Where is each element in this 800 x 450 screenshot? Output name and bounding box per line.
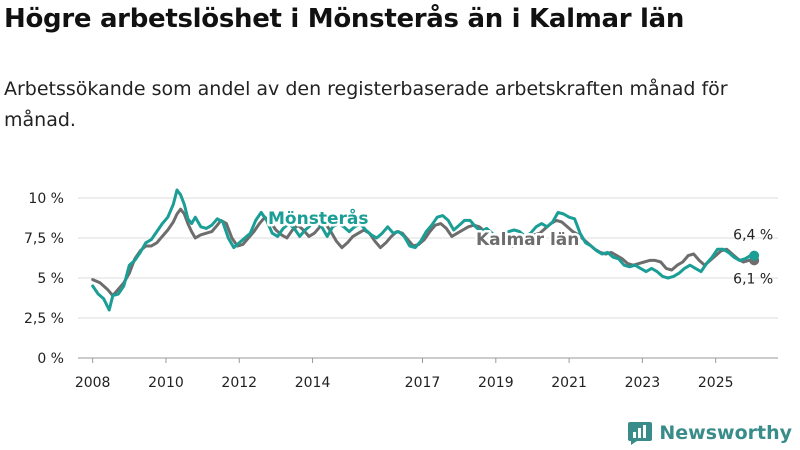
series-label-kalmar-lan: Kalmar län bbox=[476, 230, 579, 250]
newsworthy-brand: Newsworthy bbox=[627, 420, 792, 446]
x-tick-label: 2008 bbox=[75, 375, 111, 391]
y-tick-label: 5 % bbox=[37, 271, 64, 287]
newsworthy-logo-icon bbox=[628, 422, 653, 445]
x-tick-label: 2014 bbox=[295, 375, 331, 391]
brand-name: Newsworthy bbox=[659, 422, 792, 444]
x-tick-label: 2025 bbox=[698, 375, 734, 391]
series-end-point-monsteras bbox=[749, 250, 760, 261]
x-tick-label: 2017 bbox=[405, 375, 441, 391]
x-tick-label: 2023 bbox=[625, 375, 661, 391]
grid-lines bbox=[78, 197, 778, 359]
series-labels: Mönsterås Kalmar län 6,4 % 6,1 % bbox=[266, 205, 774, 288]
series-lines bbox=[91, 188, 760, 312]
series-label-monsteras: Mönsterås bbox=[268, 207, 368, 229]
y-tick-label: 10 % bbox=[28, 191, 64, 207]
y-tick-label: 0 % bbox=[37, 351, 64, 367]
end-value-monsteras: 6,4 % bbox=[733, 228, 773, 244]
series-line-monsteras bbox=[91, 188, 756, 312]
end-value-kalmar-lan: 6,1 % bbox=[733, 271, 773, 287]
x-tick-label: 2012 bbox=[221, 375, 257, 391]
x-tick-label: 2019 bbox=[478, 375, 514, 391]
y-tick-label: 7,5 % bbox=[24, 231, 64, 247]
chart-subtitle: Arbetssökande som andel av den registerb… bbox=[4, 78, 728, 131]
x-tick-label: 2021 bbox=[551, 375, 587, 391]
y-tick-label: 2,5 % bbox=[24, 311, 64, 327]
chart-title: Högre arbetslöshet i Mönsterås än i Kalm… bbox=[4, 4, 685, 34]
axes: 0 % 2,5 % 5 % 7,5 % 10 % 2008 2010 2012 2014 2017… bbox=[24, 191, 734, 391]
x-tick-label: 2010 bbox=[148, 375, 184, 391]
